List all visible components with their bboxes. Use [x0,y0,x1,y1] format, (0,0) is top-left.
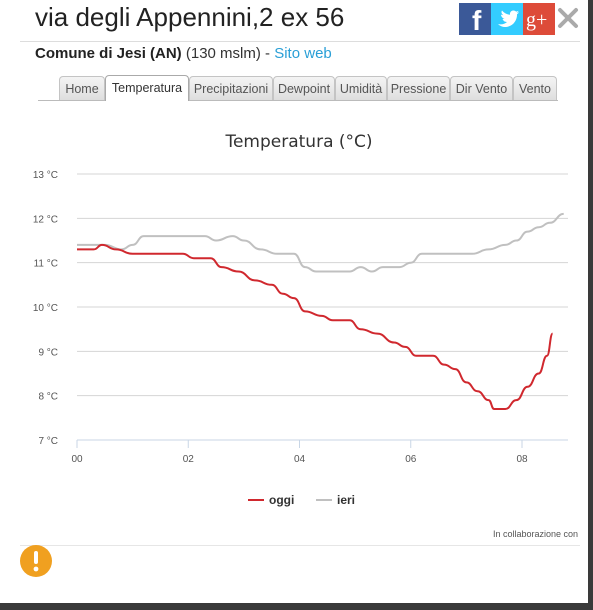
subtitle-separator: - [260,45,275,62]
tab-dewpoint[interactable]: Dewpoint [273,76,335,100]
warning-icon [20,545,52,577]
googleplus-glyph: g+ [526,9,547,31]
tab-vento[interactable]: Vento [513,76,557,100]
x-tick-label: 02 [183,454,195,465]
twitter-icon [498,10,519,27]
series-line-oggi [77,243,554,410]
chart-title: Temperatura (°C) [224,132,372,152]
footer-divider [20,545,580,546]
station-subtitle: Comune di Jesi (AN) (130 mslm) - Sito we… [35,45,332,62]
x-tick-label: 00 [71,454,83,465]
y-tick-label: 10 °C [33,303,58,314]
legend-label-oggi: oggi [269,493,294,507]
close-button[interactable] [555,5,581,31]
facebook-glyph: f [472,5,482,35]
twitter-share-button[interactable] [491,3,523,35]
temperature-chart: Temperatura (°C) 7 °C 8 °C 9 °C 10 °C 11 °C 1… [0,110,588,530]
tab-dir-vento[interactable]: Dir Vento [450,76,513,100]
comune-name: Comune di Jesi (AN) [35,45,182,62]
altitude-text: (130 mslm) [185,45,261,62]
collaboration-text: In collaborazione con [492,529,578,539]
tab-precipitazioni[interactable]: Precipitazioni [189,76,273,100]
close-icon [558,8,578,28]
tab-pressione[interactable]: Pressione [387,76,450,100]
tabs-baseline [38,100,558,101]
y-tick-label: 8 °C [38,392,58,403]
y-tick-label: 11 °C [34,259,58,270]
facebook-icon: f [472,5,482,35]
site-web-link[interactable]: Sito web [274,45,332,62]
googleplus-share-button[interactable]: g+ [523,3,555,35]
y-tick-label: 12 °C [33,214,58,225]
tab-home[interactable]: Home [59,76,105,100]
x-tick-label: 04 [294,454,306,465]
series-line-ieri [77,212,564,273]
facebook-share-button[interactable]: f [459,3,491,35]
warning-button[interactable] [20,545,52,577]
googleplus-icon: g+ [526,9,547,31]
y-tick-label: 9 °C [38,347,58,358]
station-title: via degli Appennini,2 ex 56 [35,2,345,32]
y-tick-label: 13 °C [33,170,58,181]
chart-svg: Temperatura (°C) 7 °C 8 °C 9 °C 10 °C 11 °C 1… [33,132,568,507]
x-tick-label: 06 [405,454,417,465]
legend-label-ieri: ieri [337,493,355,507]
tab-temperatura[interactable]: Temperatura [105,75,189,101]
y-tick-label: 7 °C [38,436,58,447]
x-tick-label: 08 [516,454,528,465]
tab-umidita[interactable]: Umidità [335,76,387,100]
header-divider [20,41,580,42]
